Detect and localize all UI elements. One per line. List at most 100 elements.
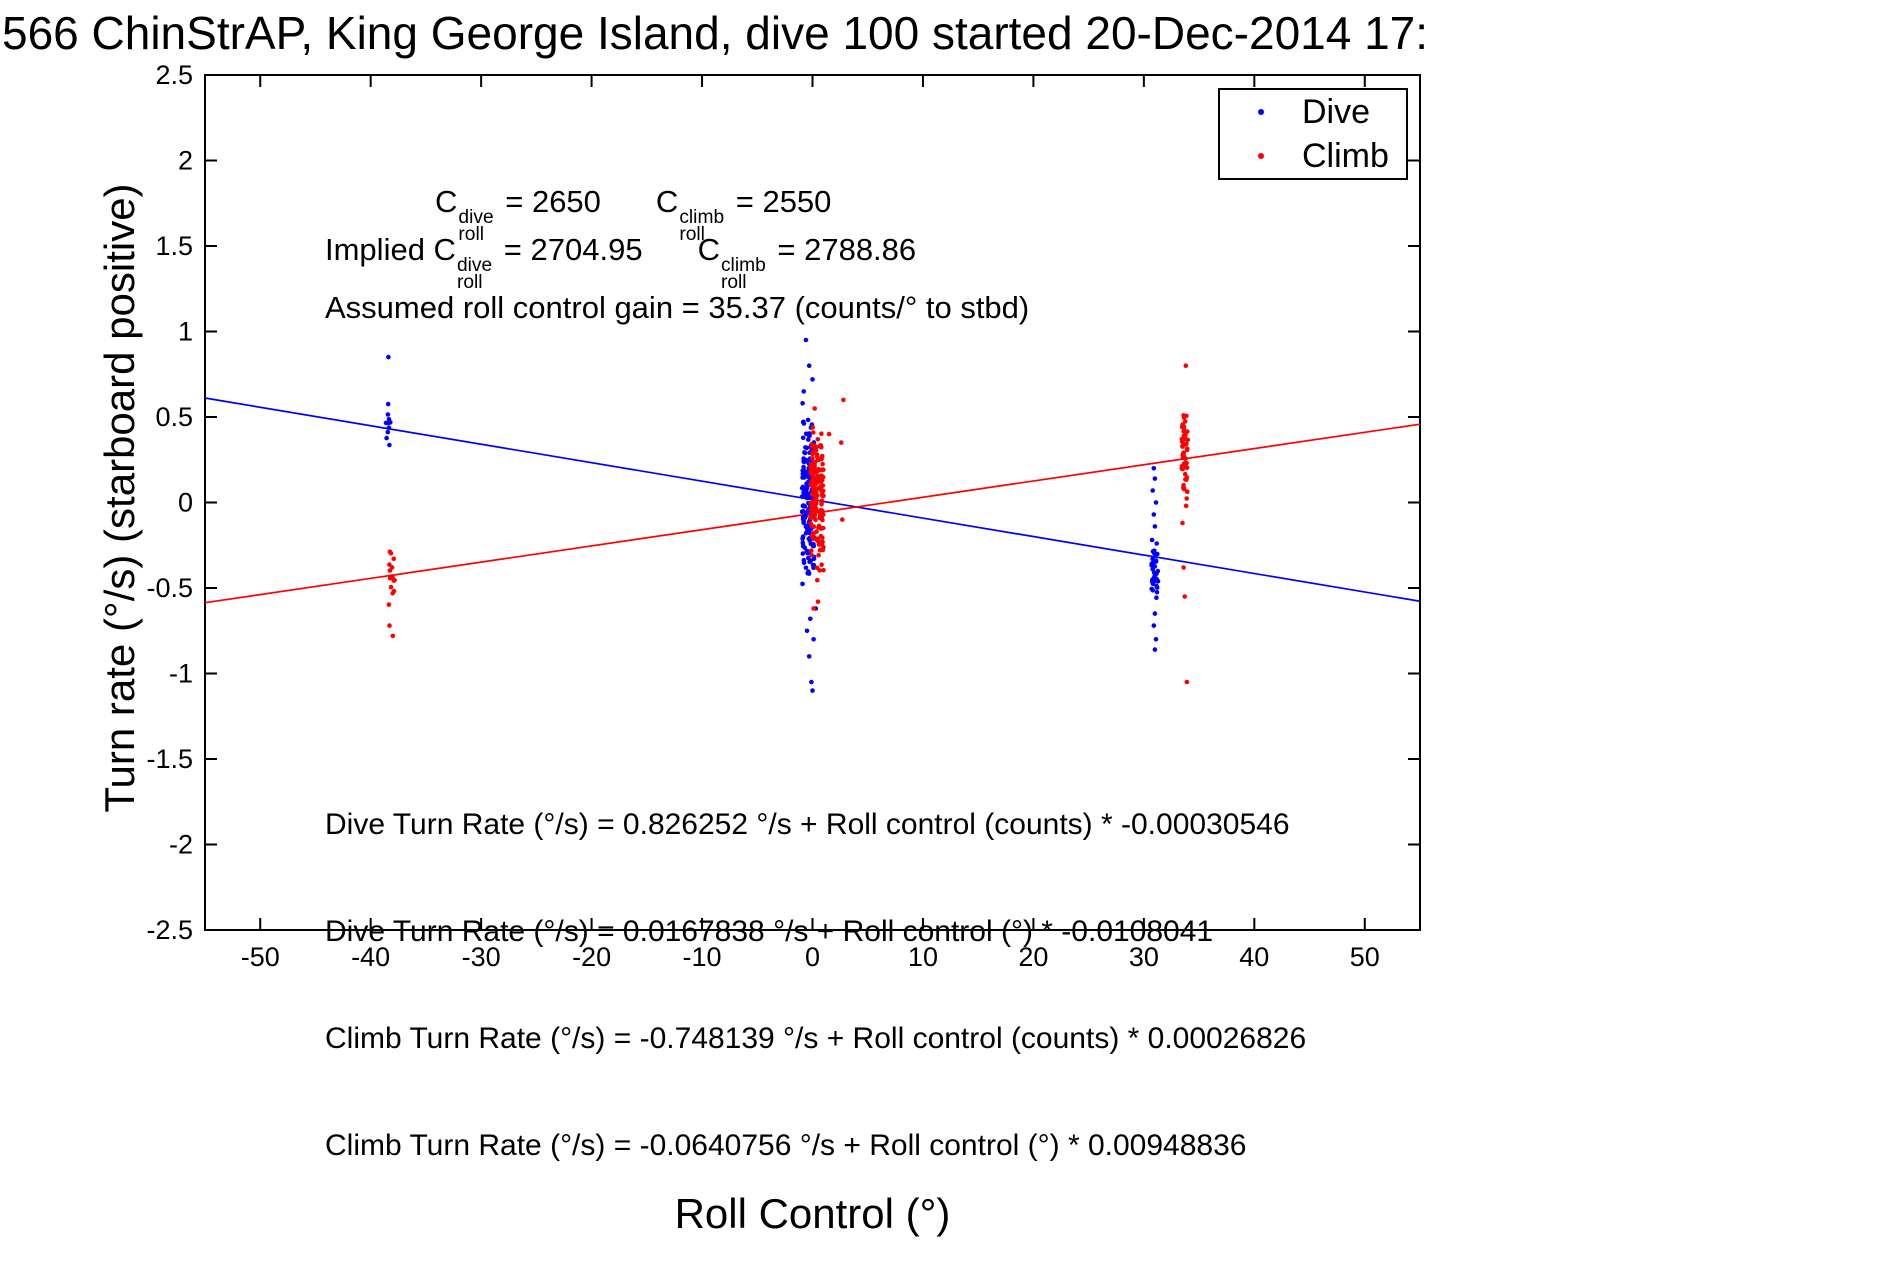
scatter-point: [1151, 623, 1157, 628]
scatter-point: [820, 539, 825, 545]
scatter-point: [819, 562, 824, 567]
scatter-point: [805, 548, 810, 554]
legend-entry-dive: Dive: [1220, 90, 1406, 134]
scatter-point: [808, 511, 814, 517]
scatter-point: [807, 559, 812, 565]
scatter-point: [812, 463, 817, 469]
scatter-point: [810, 456, 815, 461]
scatter-point: [803, 565, 809, 571]
dive-marker-icon: [1220, 109, 1302, 115]
scatter-point: [1152, 476, 1158, 481]
scatter-point: [808, 515, 813, 520]
scatter-point: [820, 461, 825, 467]
scatter-point: [818, 485, 824, 490]
climb-marker-icon: [1220, 153, 1302, 159]
y-tick-label: 1: [178, 317, 193, 347]
y-tick-label: -2.5: [146, 915, 193, 945]
scatter-point: [386, 354, 391, 360]
scatter-point: [390, 633, 396, 639]
scatter-point: [814, 468, 819, 474]
x-tick-label: -30: [462, 942, 501, 972]
scatter-point: [814, 489, 819, 495]
scatter-point: [809, 548, 814, 553]
scatter-point: [819, 498, 825, 504]
scatter-point: [387, 442, 392, 448]
implied-c-dive-scripts: dive roll: [456, 256, 492, 294]
scatter-point: [804, 485, 809, 491]
y-tick-label: -1: [169, 659, 193, 689]
fit-equations-annotation: Dive Turn Rate (°/s) = 0.826252 °/s + Ro…: [325, 737, 1306, 1233]
scatter-point: [815, 457, 820, 463]
implied-c-climb-base: C: [697, 232, 720, 267]
implied-c-climb-scripts: climb roll: [721, 256, 766, 293]
plot-title: 566 ChinStrAP, King George Island, dive …: [2, 7, 1429, 59]
scatter-point: [800, 435, 806, 441]
scatter-point: [1152, 524, 1158, 529]
c-climb-value: = 2550: [727, 184, 832, 219]
scatter-point: [1149, 579, 1155, 584]
scatter-point: [810, 491, 815, 496]
scatter-point: [809, 679, 814, 685]
y-tick-label: -0.5: [146, 573, 193, 603]
implied-c-dive-base: C: [433, 232, 456, 267]
scatter-point: [801, 389, 806, 394]
scatter-point: [817, 513, 823, 519]
scatter-point: [806, 555, 811, 561]
scatter-point: [387, 562, 392, 567]
x-tick-label: 50: [1350, 942, 1380, 972]
climb-counts-equation: Climb Turn Rate (°/s) = -0.748139 °/s + …: [325, 1022, 1307, 1055]
c-climb-base: C: [655, 184, 679, 219]
scatter-point: [1180, 443, 1185, 449]
scatter-point: [1184, 496, 1189, 501]
scatter-point: [818, 467, 823, 473]
x-tick-label: -20: [572, 942, 611, 972]
scatter-point: [821, 567, 826, 573]
scatter-point: [815, 577, 820, 583]
scatter-point: [806, 437, 811, 442]
scatter-point: [1180, 466, 1185, 472]
scatter-point: [809, 552, 814, 558]
scatter-point: [816, 539, 822, 545]
scatter-point: [811, 430, 816, 435]
scatter-point: [800, 534, 806, 539]
scatter-point: [808, 616, 813, 622]
c-climb-scripts: climb roll: [679, 208, 724, 245]
scatter-point: [810, 532, 815, 538]
scatter-point: [1154, 589, 1160, 595]
x-tick-label: -10: [683, 942, 722, 972]
scatter-point: [1181, 461, 1187, 467]
scatter-point: [1150, 488, 1155, 493]
scatter-point: [800, 484, 806, 490]
x-tick-label: 30: [1129, 942, 1159, 972]
scatter-point: [808, 500, 813, 506]
scatter-point: [808, 541, 814, 547]
scatter-point: [1179, 436, 1185, 442]
implied-c-dive-sub: roll: [456, 272, 483, 294]
legend-label-climb: Climb: [1302, 136, 1389, 175]
y-tick-label: -1.5: [146, 744, 193, 774]
scatter-point: [1154, 541, 1159, 546]
series-climb: [386, 363, 1190, 685]
scatter-point: [1154, 571, 1159, 577]
dive-counts-equation: Dive Turn Rate (°/s) = 0.826252 °/s + Ro…: [325, 808, 1290, 841]
scatter-point: [820, 517, 825, 523]
scatter-point: [386, 602, 392, 607]
scatter-point: [391, 556, 397, 562]
scatter-point: [806, 363, 812, 369]
y-tick-label: 0.5: [155, 402, 193, 432]
scatter-point: [1184, 477, 1189, 483]
scatter-point: [819, 444, 824, 450]
scatter-point: [801, 515, 807, 521]
scatter-point: [388, 420, 393, 425]
scatter-point: [1152, 551, 1157, 556]
scatter-point: [810, 377, 815, 382]
scatter-point: [820, 488, 826, 494]
scatter-point: [813, 517, 818, 523]
legend-entry-climb: Climb: [1220, 134, 1406, 178]
scatter-point: [801, 419, 806, 425]
scatter-point: [1153, 576, 1159, 582]
scatter-point: [385, 401, 391, 407]
scatter-point: [815, 599, 821, 604]
scatter-point: [805, 417, 811, 423]
